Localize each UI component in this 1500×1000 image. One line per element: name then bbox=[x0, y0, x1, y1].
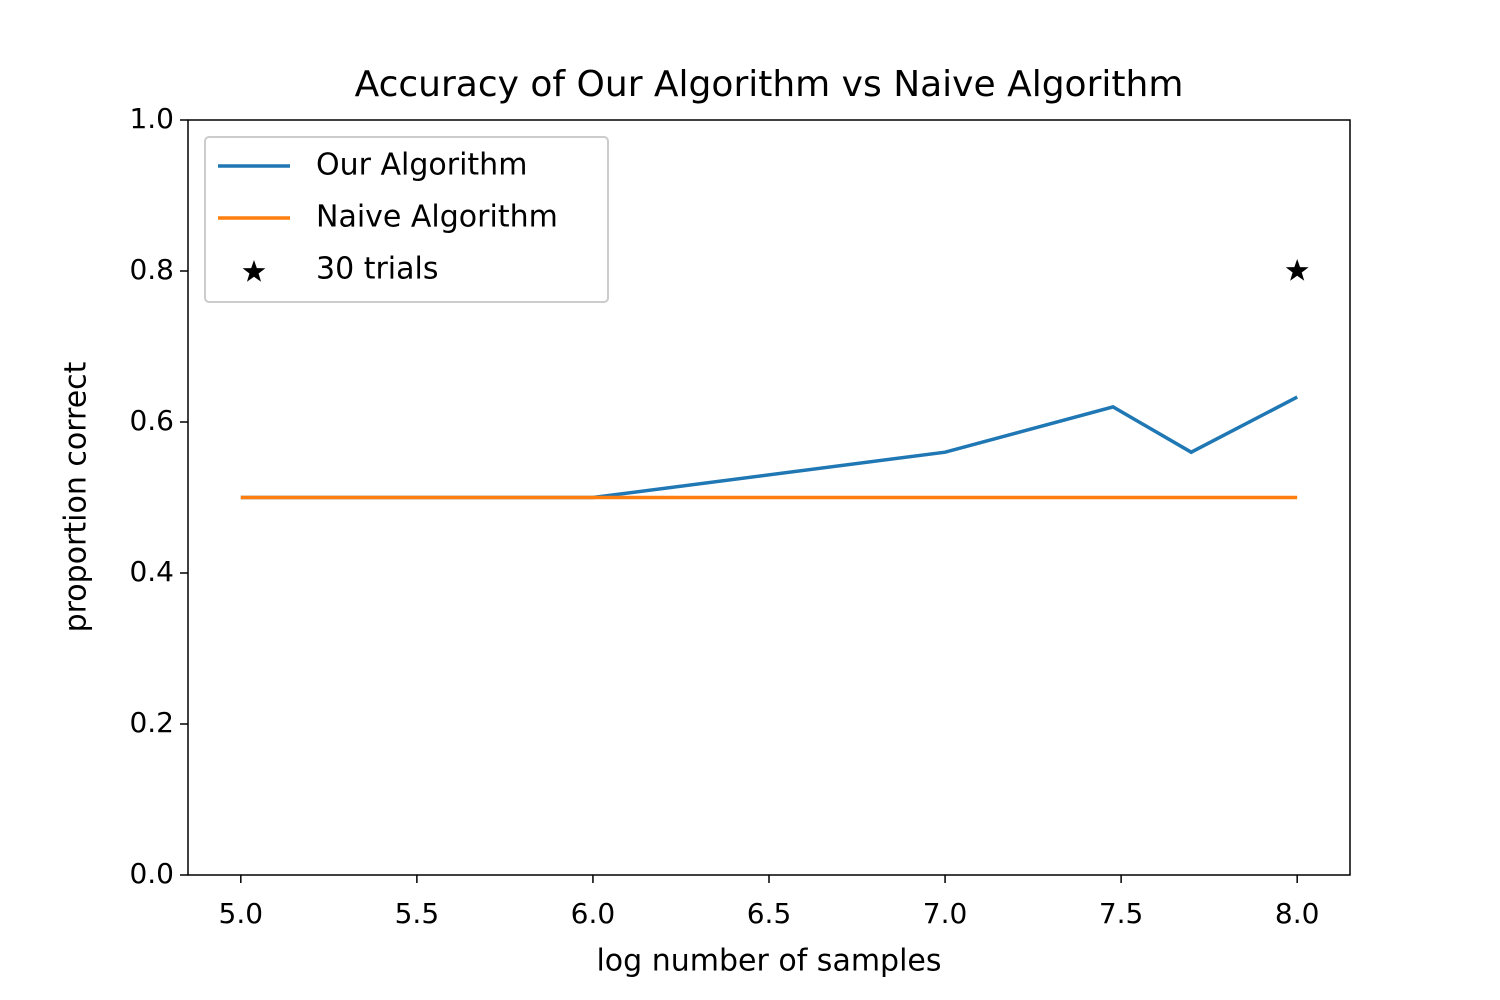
y-tick-label: 1.0 bbox=[129, 102, 174, 135]
legend-label: Our Algorithm bbox=[316, 148, 527, 183]
y-tick-label: 0.2 bbox=[129, 706, 174, 739]
x-tick-label: 5.5 bbox=[395, 897, 440, 930]
legend-box bbox=[204, 136, 609, 303]
x-tick-label: 6.0 bbox=[571, 897, 616, 930]
chart-title: Accuracy of Our Algorithm vs Naive Algor… bbox=[355, 64, 1184, 105]
y-tick-label: 0.4 bbox=[129, 555, 174, 588]
series-line bbox=[240, 395, 1298, 500]
x-tick-label: 5.0 bbox=[219, 897, 264, 930]
legend-label: Naive Algorithm bbox=[316, 200, 558, 235]
x-tick-label: 7.5 bbox=[1099, 897, 1144, 930]
y-tick-label: 0.8 bbox=[129, 253, 174, 286]
x-axis-label: log number of samples bbox=[596, 944, 941, 979]
legend-marker bbox=[242, 260, 266, 282]
legend-label: 30 trials bbox=[316, 252, 439, 287]
x-tick-label: 6.5 bbox=[747, 897, 792, 930]
x-tick-label: 7.0 bbox=[923, 897, 968, 930]
x-tick-label: 8.0 bbox=[1275, 897, 1320, 930]
star-marker bbox=[1285, 259, 1309, 281]
plot-frame bbox=[187, 119, 1351, 876]
y-axis-label: proportion correct bbox=[59, 361, 94, 632]
y-tick-label: 0.0 bbox=[129, 857, 174, 890]
y-tick-label: 0.6 bbox=[129, 404, 174, 437]
